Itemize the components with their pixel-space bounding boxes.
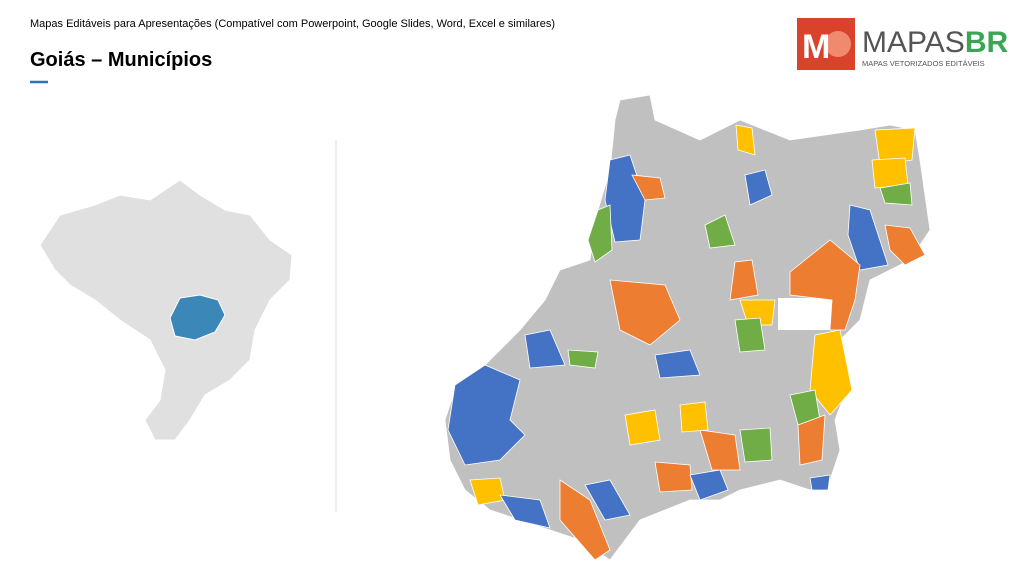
municipality <box>609 279 681 346</box>
logo-name: MAPASBR <box>862 26 1008 59</box>
municipality <box>587 204 613 263</box>
municipality <box>624 409 661 446</box>
logo-name-part2: BR <box>965 26 1009 59</box>
logo: M MAPASBR MAPAS VETORIZADOS EDITÁVEIS <box>797 18 1008 70</box>
municipality <box>689 469 729 501</box>
municipality <box>654 461 693 493</box>
municipality <box>797 414 826 466</box>
municipality <box>789 239 861 331</box>
municipality <box>584 479 631 521</box>
title: Goiás – Municípios <box>30 49 212 71</box>
municipality <box>744 169 773 206</box>
municipality <box>871 157 909 189</box>
municipality <box>739 427 773 463</box>
municipality <box>884 224 926 266</box>
municipality <box>735 124 756 156</box>
federal-district <box>778 298 840 330</box>
goias-map <box>444 94 931 561</box>
logo-name-part1: MAPAS <box>862 26 965 59</box>
municipality <box>469 477 506 506</box>
municipality <box>631 174 666 201</box>
caption: Mapas Editáveis para Apresentações (Comp… <box>30 18 555 30</box>
logo-globe <box>825 31 851 57</box>
municipality <box>734 317 766 353</box>
municipality <box>567 349 599 369</box>
municipality <box>729 259 759 301</box>
municipality <box>874 127 916 166</box>
municipality <box>524 329 566 369</box>
logo-letter: M <box>802 28 830 66</box>
municipality <box>679 401 709 433</box>
municipality <box>559 479 611 561</box>
municipality <box>499 494 551 529</box>
municipality <box>879 182 913 206</box>
municipality <box>447 364 526 466</box>
municipality <box>809 329 853 416</box>
logo-tagline: MAPAS VETORIZADOS EDITÁVEIS <box>862 59 985 68</box>
brazil-outline <box>39 179 293 441</box>
municipality <box>847 204 889 271</box>
municipality <box>654 349 701 379</box>
goias-highlight <box>169 294 226 341</box>
brazil-map <box>39 179 293 441</box>
municipality <box>809 474 831 491</box>
municipality <box>704 214 736 249</box>
municipality <box>699 429 741 471</box>
